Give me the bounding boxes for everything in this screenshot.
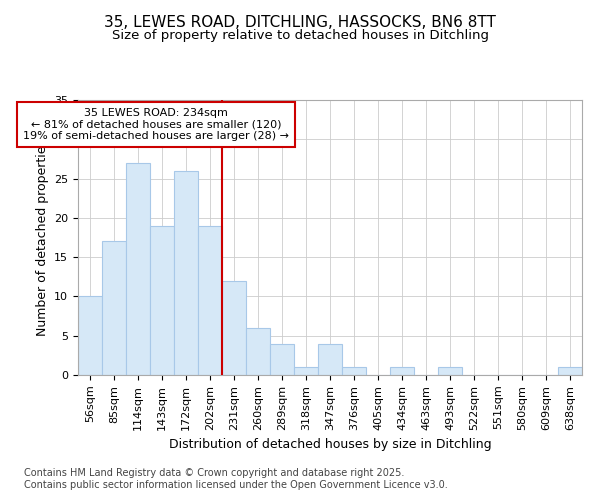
Bar <box>150 226 174 375</box>
Text: Size of property relative to detached houses in Ditchling: Size of property relative to detached ho… <box>112 28 488 42</box>
Bar <box>318 344 342 375</box>
Bar <box>246 328 270 375</box>
Bar <box>390 367 414 375</box>
Bar <box>174 170 198 375</box>
Text: 35 LEWES ROAD: 234sqm
← 81% of detached houses are smaller (120)
19% of semi-det: 35 LEWES ROAD: 234sqm ← 81% of detached … <box>23 108 289 141</box>
Bar <box>198 226 222 375</box>
Y-axis label: Number of detached properties: Number of detached properties <box>35 139 49 336</box>
Bar <box>78 296 102 375</box>
Bar <box>294 367 318 375</box>
Bar <box>126 163 150 375</box>
Bar <box>270 344 294 375</box>
Text: Contains HM Land Registry data © Crown copyright and database right 2025.: Contains HM Land Registry data © Crown c… <box>24 468 404 477</box>
Text: Contains public sector information licensed under the Open Government Licence v3: Contains public sector information licen… <box>24 480 448 490</box>
Bar <box>342 367 366 375</box>
Text: 35, LEWES ROAD, DITCHLING, HASSOCKS, BN6 8TT: 35, LEWES ROAD, DITCHLING, HASSOCKS, BN6… <box>104 15 496 30</box>
Bar <box>438 367 462 375</box>
Bar <box>102 242 126 375</box>
Bar <box>558 367 582 375</box>
Bar <box>222 280 246 375</box>
X-axis label: Distribution of detached houses by size in Ditchling: Distribution of detached houses by size … <box>169 438 491 451</box>
